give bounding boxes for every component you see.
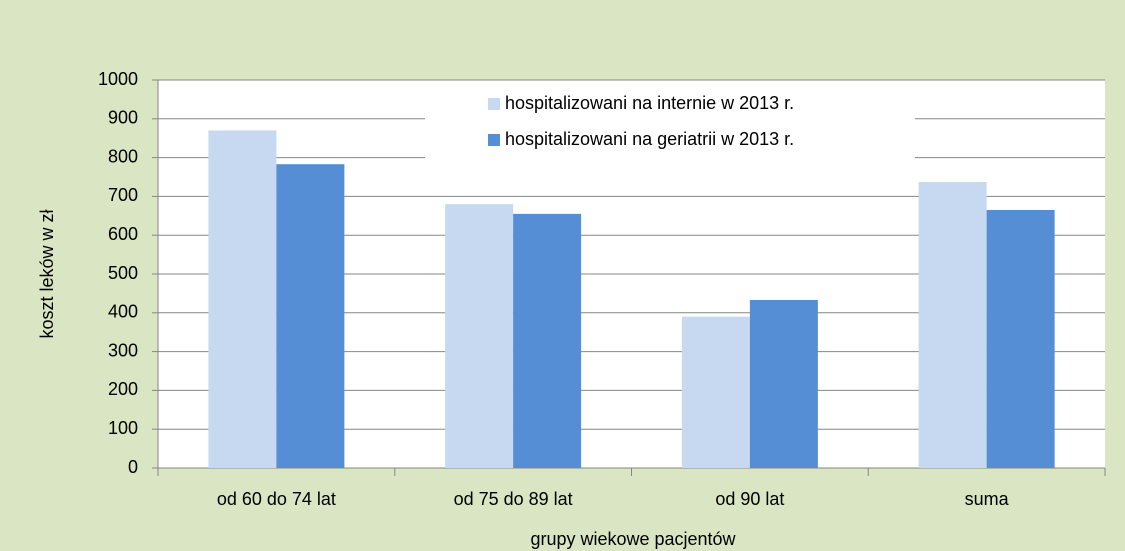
x-tick-label: suma: [965, 489, 1010, 509]
x-axis-title: grupy wiekowe pacjentów: [530, 529, 736, 549]
legend-box: [425, 85, 915, 161]
legend-swatch: [488, 134, 500, 146]
y-tick-label: 400: [108, 302, 138, 322]
y-axis-title: koszt leków w zł: [37, 209, 57, 338]
legend-label: hospitalizowani na geriatrii w 2013 r.: [505, 129, 794, 149]
y-tick-label: 500: [108, 263, 138, 283]
bar: [918, 182, 987, 468]
y-tick-label: 1000: [98, 69, 138, 89]
bar: [208, 130, 277, 468]
x-tick-label: od 90 lat: [715, 489, 784, 509]
y-tick-label: 700: [108, 185, 138, 205]
bar: [513, 213, 582, 468]
y-tick-label: 800: [108, 146, 138, 166]
bar: [681, 316, 750, 468]
y-tick-label: 600: [108, 224, 138, 244]
legend-label: hospitalizowani na internie w 2013 r.: [505, 93, 794, 113]
y-tick-label: 0: [128, 457, 138, 477]
y-tick-label: 900: [108, 108, 138, 128]
x-tick-label: od 60 do 74 lat: [217, 489, 336, 509]
bar: [986, 209, 1055, 469]
x-tick-label: od 75 do 89 lat: [454, 489, 573, 509]
y-tick-label: 100: [108, 418, 138, 438]
legend-swatch: [488, 98, 500, 110]
bar: [445, 204, 514, 468]
bar: [276, 164, 345, 469]
bar: [749, 299, 818, 468]
y-tick-label: 200: [108, 379, 138, 399]
y-tick-label: 300: [108, 340, 138, 360]
